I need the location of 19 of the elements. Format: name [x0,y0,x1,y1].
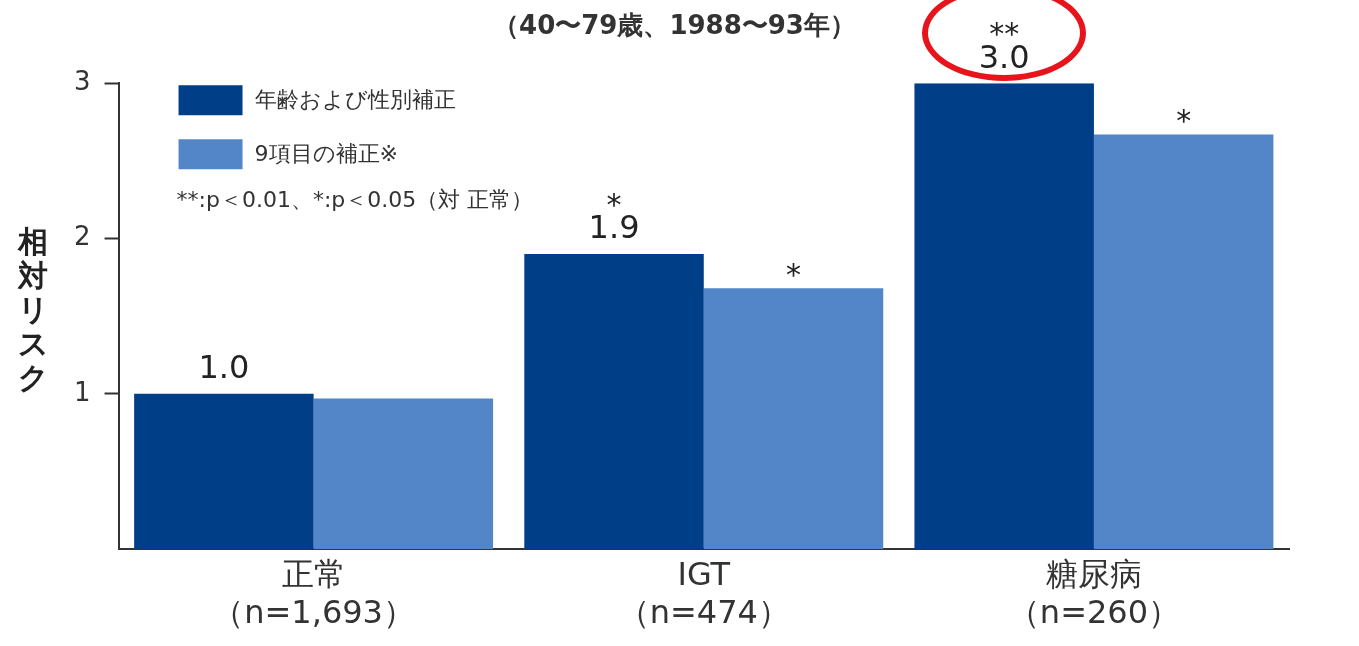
y-tick-label: 2 [74,221,91,252]
legend-label: 年齢および性別補正 [254,86,456,112]
data-label: * [786,257,802,293]
legend-label: 9項目の補正※ [254,140,398,166]
x-tick-label: 正常（n=1,693） [212,554,415,632]
bar [524,254,704,550]
y-tick-label: 1 [74,376,91,407]
data-label: 1.0 [198,348,250,387]
bar [703,288,884,550]
bar [134,393,314,550]
annotation: **:p＜0.01、*:p＜0.05（対 正常） [176,186,534,212]
x-tick-label: 糖尿病（n=260） [1007,554,1181,632]
bar [313,398,494,550]
y-tick-label: 3 [74,65,91,96]
bar [1093,134,1274,550]
x-tick-label: IGT（n=474） [617,554,790,632]
data-label: * [1176,103,1192,139]
y-axis-title: 相対リスク [16,224,50,395]
chart-title: （40〜79歳、1988〜93年） [493,10,856,41]
